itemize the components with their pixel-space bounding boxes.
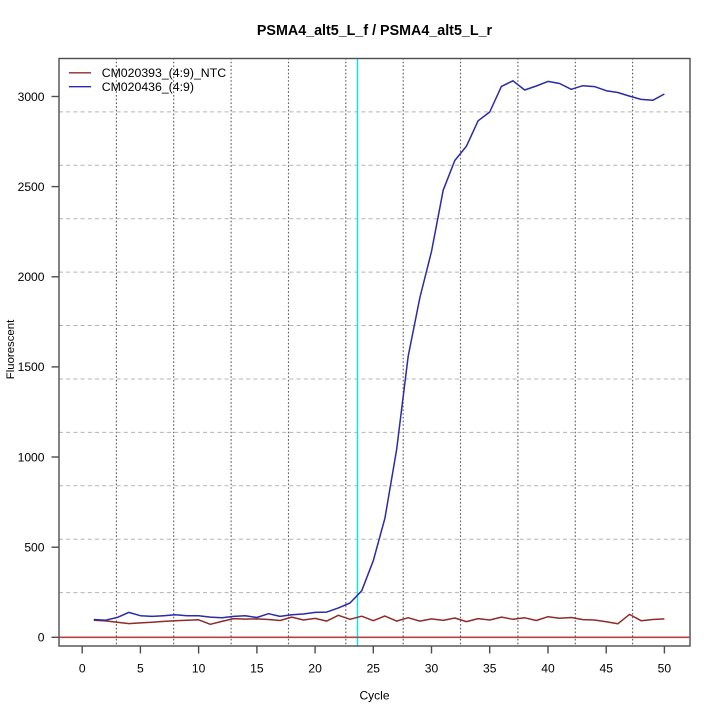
svg-text:500: 500 [24,541,44,555]
svg-text:0: 0 [79,661,86,675]
svg-text:2000: 2000 [18,270,45,284]
svg-text:35: 35 [483,661,497,675]
svg-text:CM020393_(4:9)_NTC: CM020393_(4:9)_NTC [102,66,227,80]
svg-text:50: 50 [658,661,672,675]
svg-text:45: 45 [599,661,613,675]
svg-text:10: 10 [192,661,206,675]
svg-text:15: 15 [250,661,264,675]
svg-text:40: 40 [541,661,555,675]
svg-text:30: 30 [425,661,439,675]
svg-text:25: 25 [367,661,381,675]
svg-text:Fluorescent: Fluorescent [5,319,17,379]
svg-text:Cycle: Cycle [359,689,389,703]
svg-text:2500: 2500 [18,180,45,194]
svg-text:CM020436_(4:9): CM020436_(4:9) [102,80,194,94]
svg-text:20: 20 [308,661,322,675]
svg-text:1000: 1000 [18,450,45,464]
svg-text:3000: 3000 [18,90,45,104]
svg-text:1500: 1500 [18,360,45,374]
svg-text:PSMA4_alt5_L_f / PSMA4_alt5_L_: PSMA4_alt5_L_f / PSMA4_alt5_L_r [257,23,493,39]
svg-text:5: 5 [137,661,144,675]
svg-text:0: 0 [38,631,45,645]
